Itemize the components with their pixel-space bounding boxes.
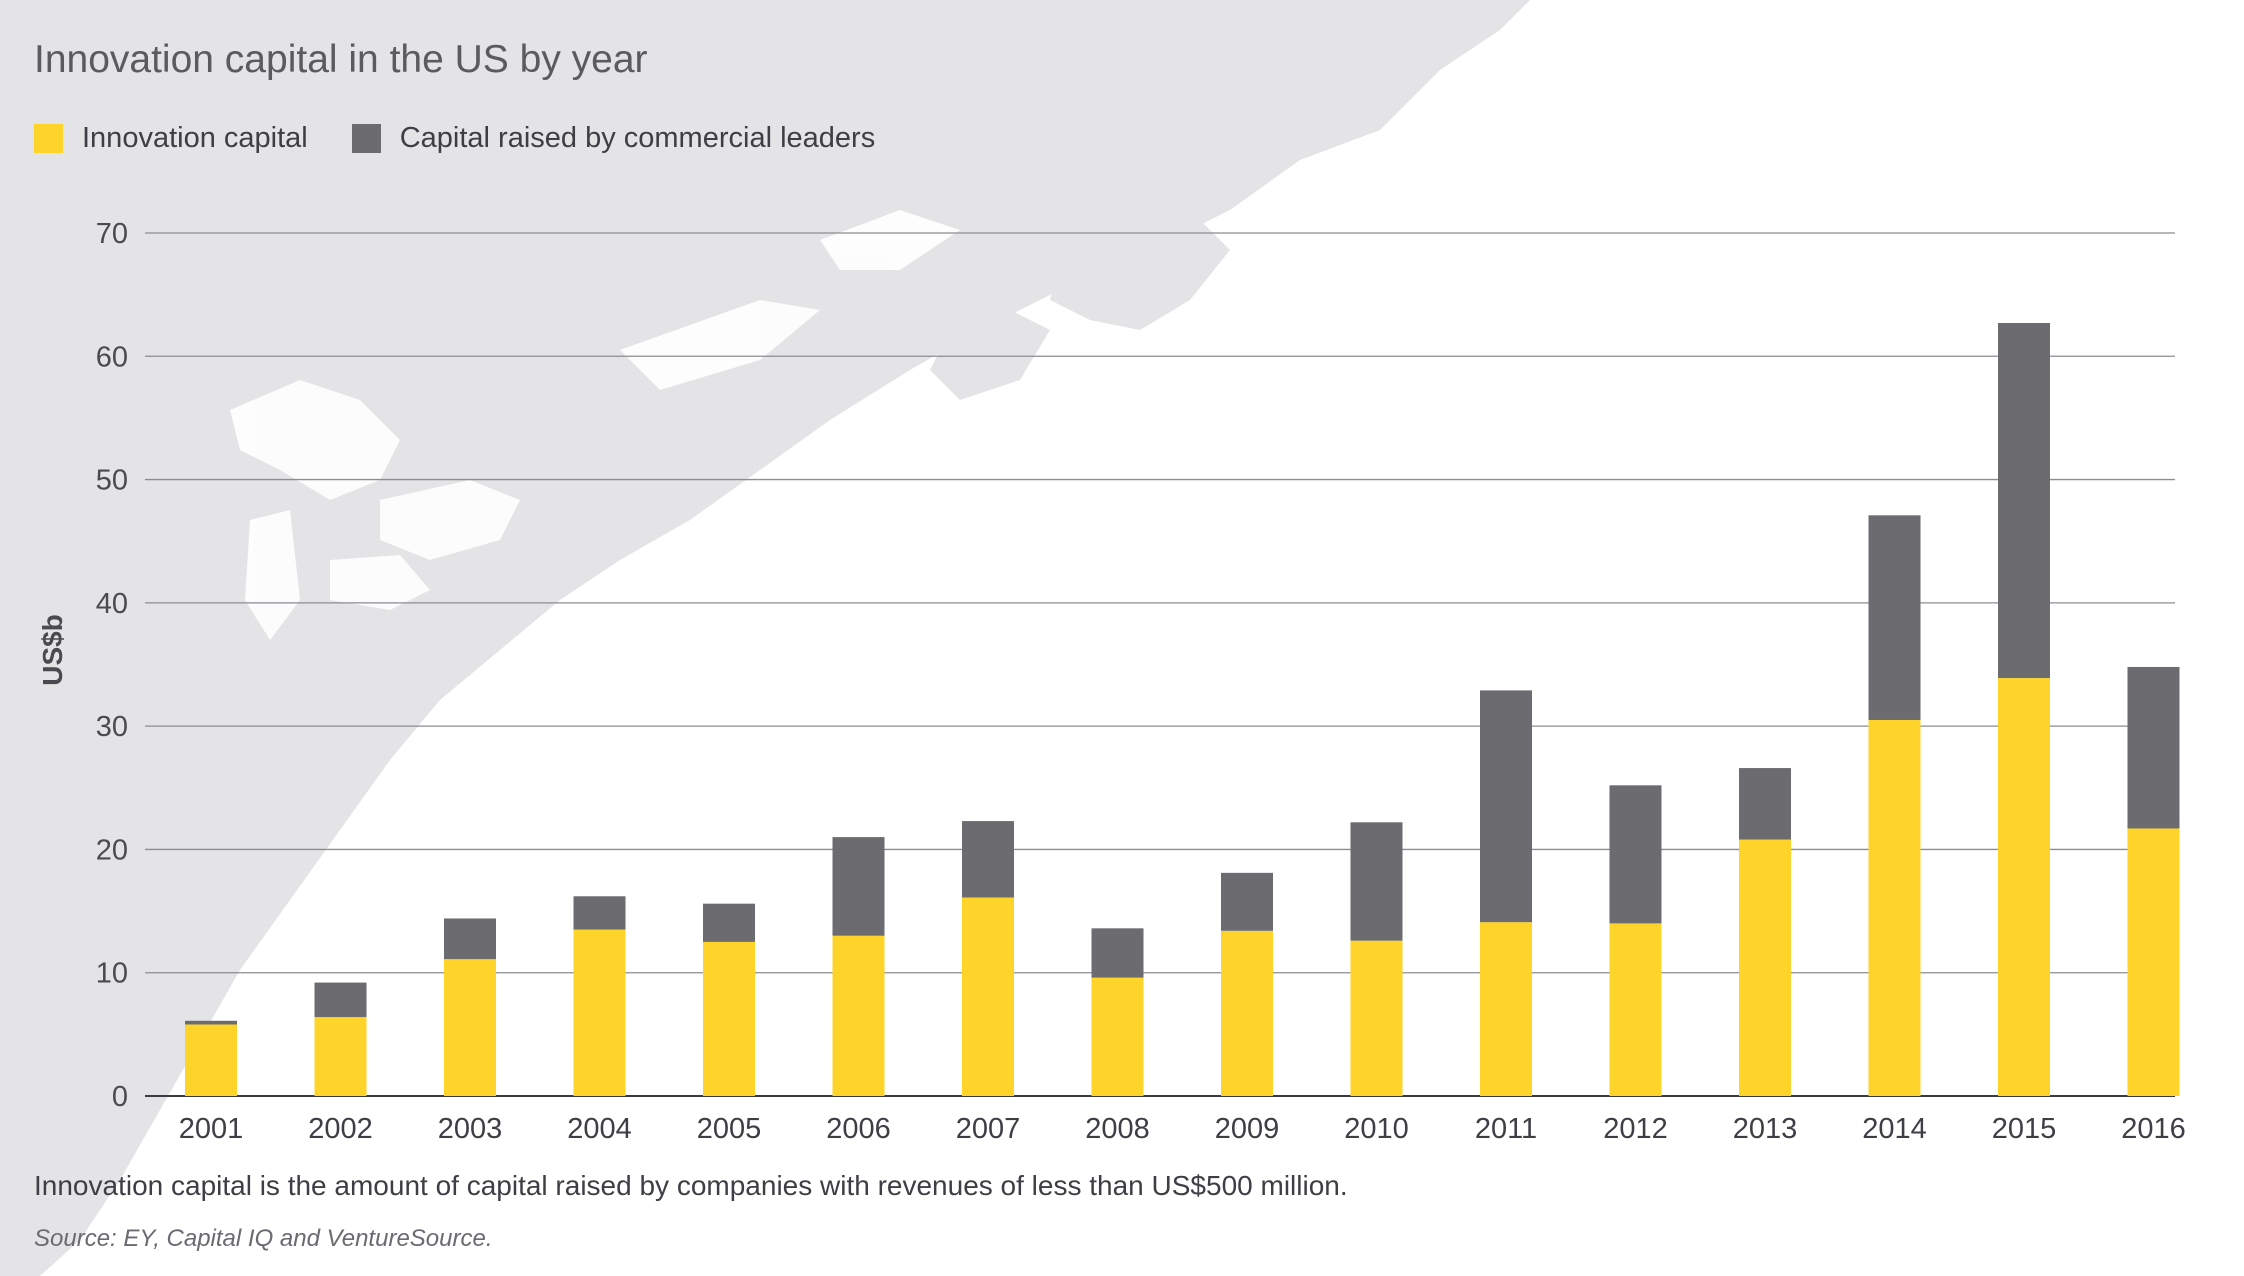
x-tick-label-2003: 2003 [438, 1113, 503, 1145]
chart-title: Innovation capital in the US by year [34, 38, 648, 81]
bar-commercial-leaders-2010 [1350, 822, 1403, 941]
bars [185, 322, 2180, 1096]
bar-innovation-capital-2012 [1609, 923, 1662, 1096]
x-tick-label-2007: 2007 [956, 1113, 1021, 1145]
bar-commercial-leaders-2014 [1868, 515, 1921, 720]
bar-innovation-capital-2005 [703, 941, 755, 1096]
bar-innovation-capital-2008 [1091, 977, 1144, 1096]
bar-commercial-leaders-2016 [2127, 666, 2180, 829]
x-axis-ticks: 2001 2002 2003 2004 2005 2006 2007 2008 2009 2010… [179, 1113, 2186, 1145]
bar-commercial-leaders-2009 [1221, 872, 1273, 931]
bar-commercial-leaders-2007 [962, 821, 1014, 898]
bar-innovation-capital-2011 [1480, 922, 1532, 1096]
y-tick-label-60: 60 [96, 341, 128, 373]
y-tick-label-0: 0 [112, 1081, 128, 1113]
legend-item-commercial-leaders: Capital raised by commercial leaders [351, 121, 876, 155]
x-tick-label-2011: 2011 [1475, 1113, 1537, 1145]
x-tick-label-2004: 2004 [567, 1113, 632, 1145]
bar-innovation-capital-2015 [1998, 678, 2050, 1096]
bar-commercial-leaders-2001 [185, 1020, 237, 1025]
legend-item-innovation-capital: Innovation capital [34, 122, 308, 155]
legend-swatch-commercial-leaders [351, 123, 381, 153]
legend-label-commercial-leaders: Capital raised by commercial leaders [399, 121, 876, 154]
x-tick-label-2002: 2002 [308, 1113, 373, 1145]
bar-innovation-capital-2001 [185, 1024, 237, 1096]
x-tick-label-2008: 2008 [1085, 1113, 1150, 1145]
y-tick-label-30: 30 [96, 711, 128, 743]
bar-innovation-capital-2007 [962, 897, 1014, 1096]
y-tick-label-70: 70 [96, 218, 128, 250]
bar-commercial-leaders-2011 [1480, 690, 1532, 923]
bar-innovation-capital-2009 [1221, 930, 1273, 1096]
x-tick-label-2015: 2015 [1992, 1113, 2057, 1145]
x-tick-label-2005: 2005 [697, 1113, 762, 1145]
bar-commercial-leaders-2004 [573, 896, 626, 930]
y-axis-ticks: 0 10 20 30 40 50 60 70 [96, 218, 128, 1113]
bar-innovation-capital-2003 [444, 959, 496, 1096]
bar-innovation-capital-2014 [1868, 719, 1921, 1096]
x-tick-label-2006: 2006 [826, 1113, 891, 1145]
x-tick-label-2010: 2010 [1344, 1113, 1409, 1145]
y-axis-label: US$b [37, 614, 68, 686]
y-tick-label-20: 20 [96, 834, 128, 866]
bar-innovation-capital-2013 [1739, 839, 1791, 1096]
x-tick-label-2009: 2009 [1215, 1113, 1280, 1145]
y-tick-label-40: 40 [96, 588, 128, 620]
legend-label-innovation-capital: Innovation capital [82, 121, 308, 154]
y-tick-label-50: 50 [96, 465, 128, 497]
x-tick-label-2016: 2016 [2121, 1113, 2186, 1145]
footnote: Innovation capital is the amount of capi… [34, 1170, 1348, 1201]
bar-commercial-leaders-2005 [703, 903, 755, 942]
bar-innovation-capital-2002 [314, 1017, 367, 1096]
bar-innovation-capital-2006 [832, 935, 885, 1096]
bar-commercial-leaders-2002 [314, 982, 367, 1018]
legend-swatch-innovation-capital [34, 123, 63, 153]
bar-innovation-capital-2004 [573, 929, 626, 1096]
bar-commercial-leaders-2012 [1609, 785, 1662, 924]
bar-commercial-leaders-2015 [1998, 322, 2050, 679]
source-note: Source: EY, Capital IQ and VentureSource… [34, 1225, 493, 1252]
bar-innovation-capital-2016 [2127, 828, 2180, 1096]
legend: Innovation capital Capital raised by com… [34, 120, 919, 156]
x-tick-label-2012: 2012 [1603, 1113, 1668, 1145]
bar-commercial-leaders-2008 [1091, 928, 1144, 978]
x-tick-label-2014: 2014 [1862, 1113, 1927, 1145]
bar-commercial-leaders-2013 [1739, 768, 1791, 840]
bar-commercial-leaders-2006 [832, 837, 885, 936]
x-tick-label-2013: 2013 [1733, 1113, 1798, 1145]
bar-commercial-leaders-2003 [444, 918, 496, 960]
bar-innovation-capital-2010 [1350, 940, 1403, 1096]
y-tick-label-10: 10 [96, 958, 128, 990]
x-tick-label-2001: 2001 [179, 1113, 244, 1145]
